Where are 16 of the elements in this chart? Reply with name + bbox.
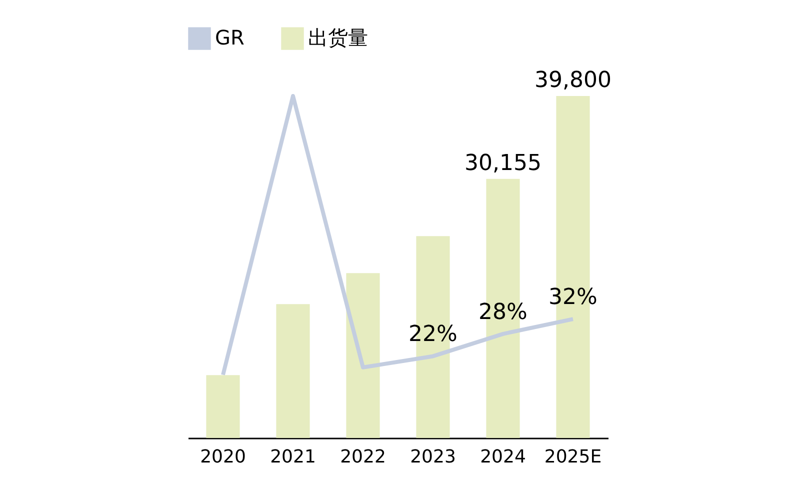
bar [346,273,380,438]
legend-label: GR [215,26,244,50]
x-tick-label: 2025E [544,446,602,468]
data-label: 39,800 [534,68,612,93]
data-label: 32% [548,285,598,310]
x-tick-label: 2023 [410,446,456,468]
legend-label: 出货量 [308,26,368,50]
bar [206,375,240,438]
bar [276,304,310,438]
x-tick-label: 2021 [270,446,316,468]
x-tick-label: 2020 [200,446,246,468]
x-tick-label: 2024 [480,446,526,468]
data-label: 28% [478,300,528,325]
data-label: 30,155 [464,150,542,176]
data-label: 22% [408,322,458,348]
x-tick-label: 2022 [340,446,386,468]
